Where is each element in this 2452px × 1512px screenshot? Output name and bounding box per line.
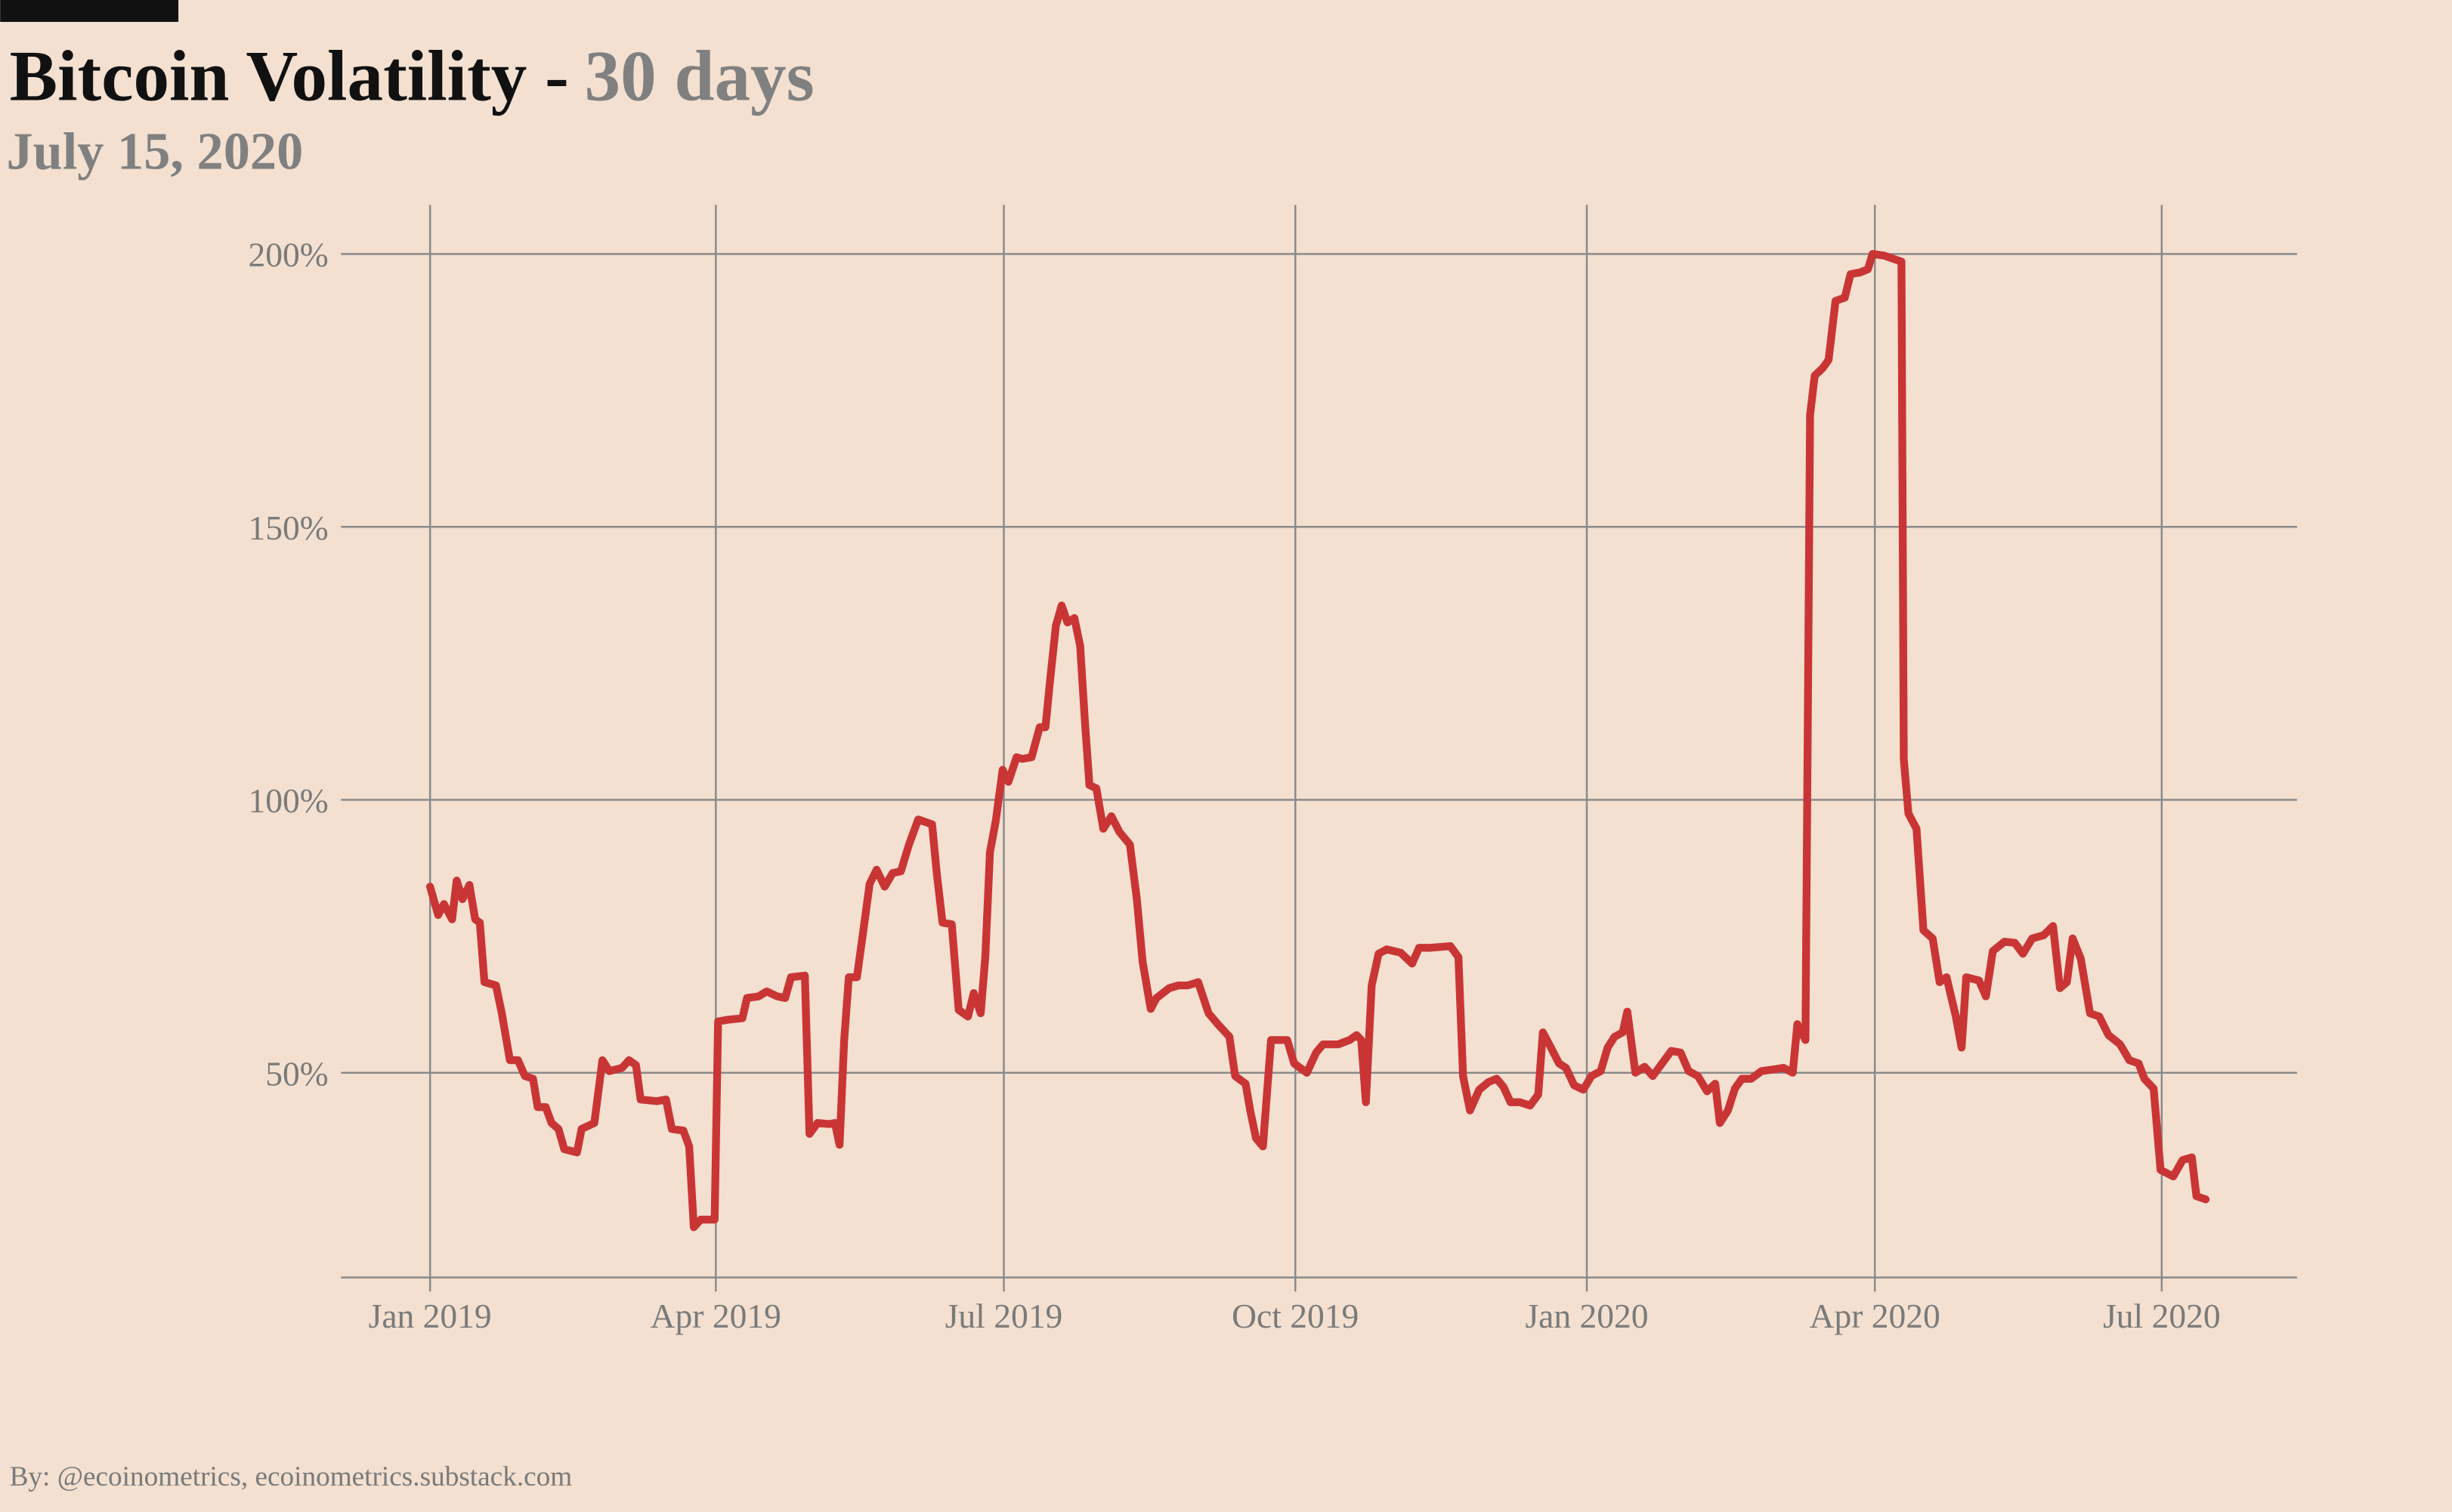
x-tick-label: Oct 2019 bbox=[1232, 1297, 1359, 1335]
title-highlight: 30 days bbox=[585, 36, 815, 116]
x-tick-label: Jan 2019 bbox=[369, 1297, 492, 1335]
source-note: By: @ecoinometrics, ecoinometrics.substa… bbox=[10, 1461, 573, 1492]
x-tick-label: Apr 2019 bbox=[651, 1297, 781, 1335]
y-tick-label: 50% bbox=[265, 1054, 328, 1093]
y-tick-label: 200% bbox=[249, 236, 329, 274]
chart-subtitle: July 15, 2020 bbox=[6, 122, 303, 181]
x-tick-label: Apr 2020 bbox=[1810, 1297, 1940, 1335]
y-tick-label: 100% bbox=[249, 781, 329, 820]
x-tick-label: Jul 2020 bbox=[2103, 1297, 2221, 1335]
chart-title: Bitcoin Volatility -30 days bbox=[10, 36, 815, 116]
volatility-line bbox=[425, 249, 2210, 1232]
y-tick-label: 150% bbox=[249, 509, 329, 547]
title-main: Bitcoin Volatility - bbox=[10, 36, 569, 116]
x-tick-label: Jul 2019 bbox=[945, 1297, 1063, 1335]
brand-bar bbox=[0, 0, 179, 22]
plot-area: 50% 100% 150% 200% Jan 2019 Apr 2019 Jul 2019 O… bbox=[249, 205, 2297, 1335]
x-tick-label: Jan 2020 bbox=[1525, 1297, 1648, 1335]
